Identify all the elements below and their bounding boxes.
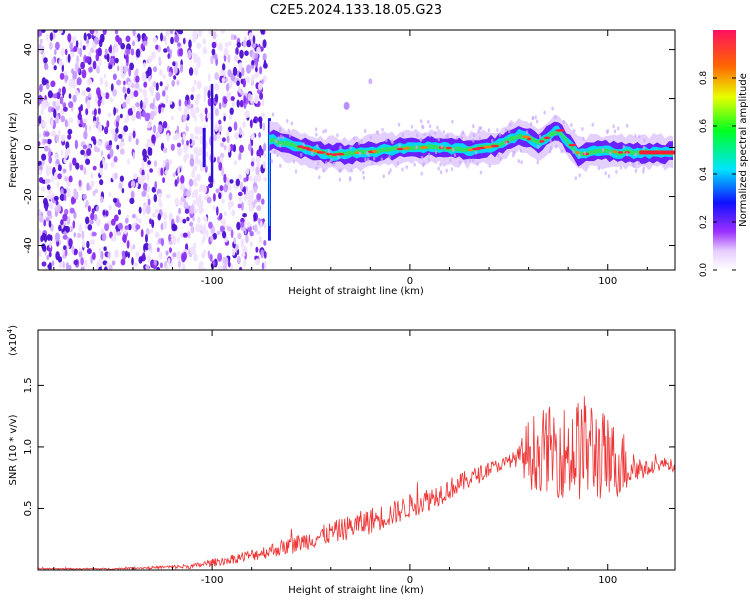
- colorbar-tick-label: 0.8: [699, 71, 709, 86]
- noise-streak: [210, 83, 214, 182]
- spectral-ridge: [269, 78, 675, 182]
- isolated-blob: [368, 78, 373, 85]
- figure-title: C2E5.2024.133.18.05.G23: [270, 3, 442, 18]
- spectrogram-xtick-label: -100: [201, 276, 224, 287]
- spectrogram-xlabel: Height of straight line (km): [288, 286, 424, 297]
- snr-frame: [37, 329, 676, 571]
- svg-text:(x104): (x104): [6, 325, 19, 356]
- spectrogram-plot-area: [38, 30, 675, 270]
- snr-xtick-label: -100: [201, 575, 224, 586]
- snr-series-line: [38, 396, 675, 570]
- snr-xtick-label: 100: [598, 575, 617, 586]
- spectrogram-ytick-label: 40: [23, 43, 34, 56]
- snr-ytick-label: 1.0: [23, 439, 34, 455]
- snr-ylabel: SNR (10 * v/v): [8, 414, 19, 485]
- colorbar-label: Normalized spectral amplitude: [738, 73, 749, 227]
- snr-ytick-label: 1.5: [23, 377, 34, 393]
- snr-multiplier-close: ): [8, 325, 19, 329]
- spectrogram-panel: -100 0 100 40 20 0 -20 -40 Height of straight l…: [8, 29, 676, 297]
- colorbar-tick-label: 0.0: [699, 263, 709, 278]
- snr-multiplier-exp: 4: [6, 328, 14, 333]
- spectrogram-xtick-label: 100: [598, 276, 617, 287]
- spectrogram-axes: -100 0 100 40 20 0 -20 -40: [23, 30, 675, 287]
- ridge-inner: [269, 128, 673, 158]
- noise-streak: [202, 127, 206, 168]
- snr-panel: -100 0 100 0.5 1.0 1.5 Height of straight lin…: [6, 325, 676, 596]
- spectrogram-ytick-label: -20: [23, 188, 34, 204]
- snr-ytick-label: 0.5: [23, 501, 34, 517]
- spectrogram-xtick-label: 0: [407, 276, 413, 287]
- colorbar-tick-label: 0.2: [699, 215, 709, 229]
- spectrogram-ytick-label: 20: [23, 92, 34, 105]
- colorbar-gradient: [713, 30, 736, 270]
- snr-xlabel: Height of straight line (km): [288, 585, 424, 596]
- spectrogram-ytick-label: -40: [23, 237, 34, 253]
- colorbar-tick-label: 0.6: [699, 119, 709, 134]
- colorbar-ticks: 0.0 0.2 0.4 0.6 0.8: [699, 71, 736, 278]
- snr-multiplier-base: (x10: [8, 333, 19, 356]
- spectrogram-frame: [37, 29, 676, 271]
- snr-xtick-label: 0: [407, 575, 413, 586]
- isolated-blob: [343, 101, 350, 110]
- snr-axes: -100 0 100 0.5 1.0 1.5: [23, 330, 675, 586]
- snr-multiplier: (x104): [6, 325, 19, 356]
- colorbar-tick-label: 0.4: [699, 167, 709, 182]
- noise-region: [38, 30, 268, 270]
- spectrogram-ytick-label: 0: [23, 144, 34, 150]
- ridge-tone: [639, 150, 675, 155]
- spectrogram-ylabel: Frequency (Hz): [8, 112, 19, 188]
- colorbar: 0.0 0.2 0.4 0.6 0.8 Normalized spectral ampl…: [699, 30, 749, 277]
- signal-onset: [267, 118, 271, 241]
- snr-plot-area: [38, 396, 675, 570]
